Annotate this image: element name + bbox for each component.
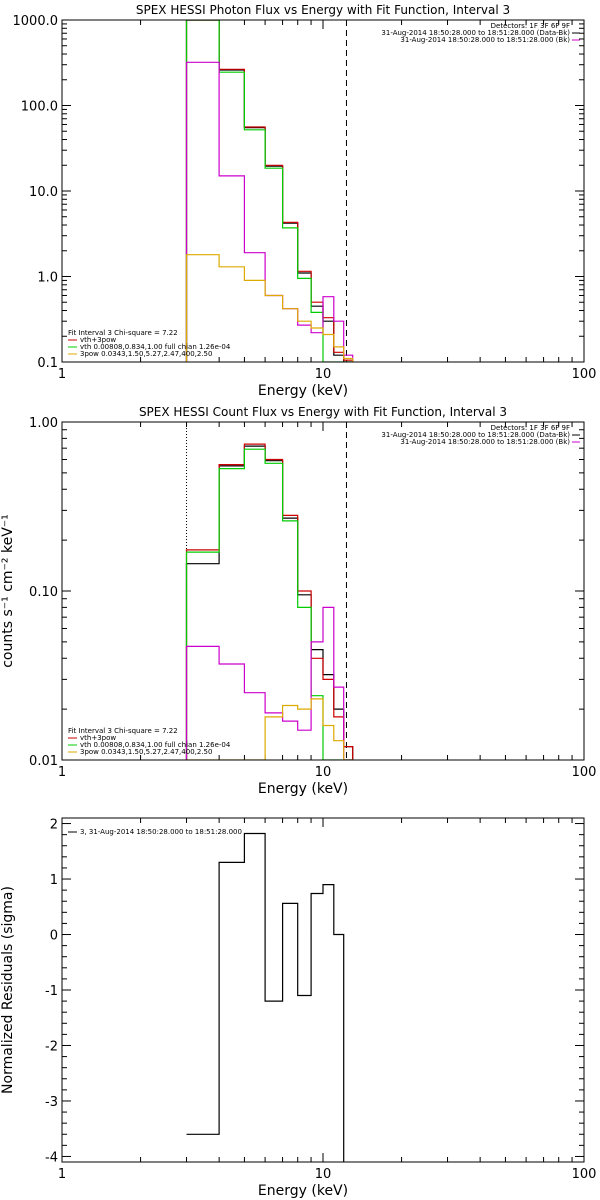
y-axis-label: counts s⁻¹ cm⁻² keV⁻¹ — [0, 514, 16, 668]
chart-panel-1: SPEX HESSI Photon Flux vs Energy with Fi… — [13, 3, 597, 399]
y-tick-label: 0 — [50, 929, 58, 944]
legend-right-text: 31-Aug-2014 18:50:28.000 to 18:51:28.000… — [400, 438, 570, 446]
legend-left-text: 3, 31-Aug-2014 18:50:28.000 to 18:51:28.… — [80, 828, 242, 836]
x-tick-label: 1 — [58, 765, 66, 780]
legend-left-text: Fit Interval 3 Chi-square = 7.22 — [68, 329, 178, 337]
plot-frame — [61, 817, 585, 1163]
y-tick-label: -2 — [45, 1039, 58, 1054]
series-line-1 — [186, 832, 345, 1162]
y-tick-label: 0.1 — [37, 356, 58, 371]
y-tick-label: 1.0 — [37, 271, 58, 286]
legend-right-text: 31-Aug-2014 18:50:28.000 to 18:51:28.000… — [381, 431, 570, 439]
x-tick-label: 100 — [572, 367, 597, 382]
chart-title: SPEX HESSI Photon Flux vs Energy with Fi… — [136, 3, 510, 17]
legend-right-text: Detectors: 1F 3F 6F 9F — [491, 424, 570, 432]
x-tick-label: 100 — [572, 1167, 597, 1182]
series-group — [185, 443, 354, 760]
series-line-2 — [185, 20, 354, 362]
chart-panel-2: SPEX HESSI Count Flux vs Energy with Fit… — [0, 405, 596, 797]
y-tick-label: -4 — [45, 1150, 58, 1165]
x-axis-label: Energy (keV) — [258, 1183, 348, 1199]
y-tick-label: -1 — [45, 984, 58, 999]
legend-right-text: 31-Aug-2014 18:50:28.000 to 18:51:28.000… — [381, 29, 570, 37]
y-tick-label: 2 — [50, 818, 58, 833]
y-tick-label: 0.01 — [29, 754, 58, 769]
legend-right-text: 31-Aug-2014 18:50:28.000 to 18:51:28.000… — [400, 36, 570, 44]
y-tick-label: -3 — [45, 1095, 58, 1110]
legend-left-text: vth+3pow — [80, 734, 116, 742]
y-tick-label: 100.0 — [21, 100, 58, 115]
y-tick-label: 1000.0 — [13, 14, 59, 29]
x-tick-label: 1 — [58, 1167, 66, 1182]
plot-frame — [61, 421, 585, 761]
x-axis-label: Energy (keV) — [258, 781, 348, 797]
legend-left-text: 3pow 0.0343,1.50,5.27,2.47,400,2.50 — [80, 350, 212, 358]
series-group — [185, 20, 354, 362]
series-line-5 — [185, 698, 354, 760]
x-tick-label: 10 — [315, 1167, 332, 1182]
y-tick-label: 0.10 — [29, 585, 58, 600]
x-tick-label: 100 — [572, 765, 597, 780]
chart-title: SPEX HESSI Count Flux vs Energy with Fit… — [139, 405, 507, 419]
series-line-5 — [185, 254, 354, 362]
series-line-4 — [185, 606, 354, 760]
y-tick-label: 1.00 — [29, 416, 58, 431]
legend-left-text: Fit Interval 3 Chi-square = 7.22 — [68, 727, 178, 735]
y-tick-label: 10.0 — [29, 185, 58, 200]
legend-left-text: 3pow 0.0343,1.50,5.27,2.47,400,2.50 — [80, 748, 212, 756]
legend-left-text: vth+3pow — [80, 336, 116, 344]
chart-panel-3: 1 10 100 -4 -3 -2 -1 0 1 2 Energy (keV) Normalized … — [0, 817, 597, 1199]
series-group — [186, 832, 345, 1162]
legend-left-text: vth 0.00808,0.834,1.00 full chian 1.26e-… — [80, 343, 231, 351]
plot-frame — [61, 19, 585, 363]
series-line-3 — [185, 20, 354, 362]
y-axis-label: Normalized Residuals (sigma) — [0, 886, 16, 1094]
x-tick-label: 10 — [315, 765, 332, 780]
x-tick-label: 1 — [58, 367, 66, 382]
y-tick-label: 1 — [50, 873, 58, 888]
series-line-3 — [185, 448, 354, 760]
series-line-1 — [185, 20, 354, 362]
legend-right-text: Detectors: 1F 3F 6F 9F — [491, 22, 570, 30]
x-tick-label: 10 — [315, 367, 332, 382]
x-axis-label: Energy (keV) — [258, 383, 348, 399]
legend-left-text: vth 0.00808,0.834,1.00 full chian 1.26e-… — [80, 741, 231, 749]
